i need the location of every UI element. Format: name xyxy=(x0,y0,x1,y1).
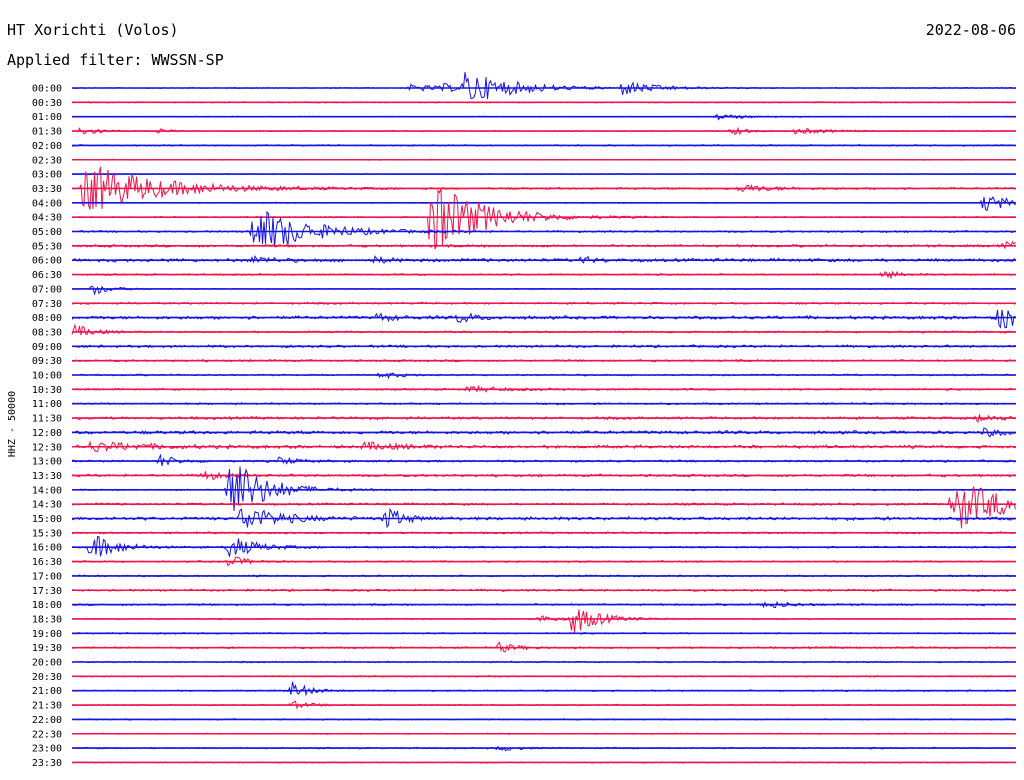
row-time-label: 17:00 xyxy=(32,571,62,582)
trace-line xyxy=(71,188,1016,250)
row-time-label: 08:00 xyxy=(32,313,62,324)
row-time-label: 16:00 xyxy=(32,543,62,554)
trace-line xyxy=(71,72,1016,100)
row-time-label: 20:00 xyxy=(32,658,62,669)
row-time-label: 21:00 xyxy=(32,686,62,697)
row-time-label: 12:00 xyxy=(32,428,62,439)
y-axis-label: HHZ - 50000 xyxy=(7,391,18,457)
row-time-label: 07:30 xyxy=(32,299,62,310)
row-time-label: 22:30 xyxy=(32,729,62,740)
row-time-label: 16:30 xyxy=(32,557,62,568)
row-time-label: 10:00 xyxy=(32,371,62,382)
trace-line xyxy=(71,609,1016,633)
row-time-label: 04:00 xyxy=(32,198,62,209)
trace-line xyxy=(71,195,1016,212)
row-time-label: 20:30 xyxy=(32,672,62,683)
row-time-label: 01:00 xyxy=(32,112,62,123)
row-time-label: 00:30 xyxy=(32,98,62,109)
row-time-label: 01:30 xyxy=(32,127,62,138)
row-time-label: 00:00 xyxy=(32,84,62,95)
row-time-label: 12:30 xyxy=(32,442,62,453)
row-time-label: 19:30 xyxy=(32,643,62,654)
row-time-label: 11:30 xyxy=(32,414,62,425)
row-time-label: 06:30 xyxy=(32,270,62,281)
trace-line xyxy=(71,486,1016,529)
row-time-label: 06:00 xyxy=(32,256,62,267)
row-time-label: 09:00 xyxy=(32,342,62,353)
row-time-label: 04:30 xyxy=(32,213,62,224)
filter-label: Applied filter: WWSSN-SP xyxy=(7,51,224,69)
row-time-label: 03:30 xyxy=(32,184,62,195)
row-time-label: 15:00 xyxy=(32,514,62,525)
row-time-label: 21:30 xyxy=(32,701,62,712)
row-time-label: 08:30 xyxy=(32,327,62,338)
trace-line xyxy=(71,240,1016,250)
row-time-label: 15:30 xyxy=(32,528,62,539)
station-title: HT Xorichti (Volos) xyxy=(7,21,179,39)
row-time-label: 09:30 xyxy=(32,356,62,367)
row-time-label: 18:30 xyxy=(32,614,62,625)
row-time-label: 14:00 xyxy=(32,485,62,496)
row-time-label: 02:00 xyxy=(32,141,62,152)
row-time-label: 19:00 xyxy=(32,629,62,640)
row-time-label: 23:30 xyxy=(32,758,62,769)
row-time-label: 11:00 xyxy=(32,399,62,410)
row-time-label: 05:00 xyxy=(32,227,62,238)
row-time-label: 18:00 xyxy=(32,600,62,611)
plot-date: 2022-08-06 xyxy=(925,21,1016,39)
trace-line xyxy=(72,681,1016,697)
row-time-label: 10:30 xyxy=(32,385,62,396)
row-time-label: 03:00 xyxy=(32,170,62,181)
row-time-label: 02:30 xyxy=(32,155,62,166)
trace-line xyxy=(71,323,1016,336)
row-time-label: 14:30 xyxy=(32,500,62,511)
row-time-label: 17:30 xyxy=(32,586,62,597)
trace-line xyxy=(71,285,1016,296)
row-time-label: 22:00 xyxy=(32,715,62,726)
row-time-label: 13:30 xyxy=(32,471,62,482)
row-time-label: 13:00 xyxy=(32,457,62,468)
row-time-label: 23:00 xyxy=(32,744,62,755)
row-time-label: 05:30 xyxy=(32,241,62,252)
trace-line xyxy=(71,309,1016,329)
row-time-label: 07:00 xyxy=(32,284,62,295)
